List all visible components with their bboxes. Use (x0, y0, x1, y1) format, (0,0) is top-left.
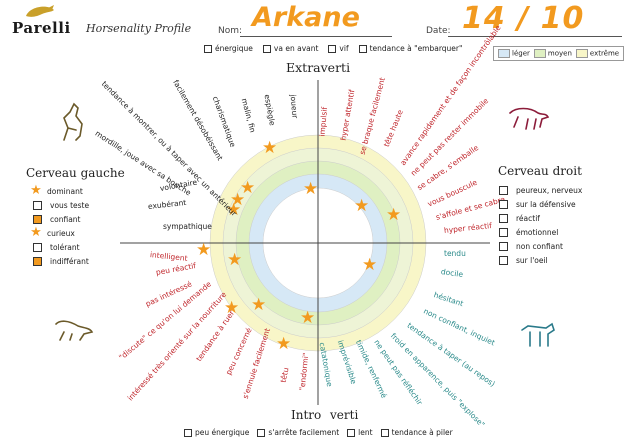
date-value: 14 / 10 (462, 1, 585, 36)
checkbox-icon (499, 227, 508, 237)
check-energique[interactable]: énergique (204, 44, 253, 53)
bottom-checks: peu énergique s'arrête facilement lent t… (184, 428, 453, 437)
axis-verti: verti (330, 408, 359, 422)
legend-leger: léger (498, 49, 530, 58)
nom-field[interactable] (240, 35, 392, 37)
right-item-2[interactable]: réactif (498, 211, 628, 225)
legend-extreme: extrême (575, 49, 619, 58)
date-label: Date: (426, 26, 451, 36)
right-brain-panel: Cerveau droit peureux, nerveux sur la dé… (498, 164, 628, 267)
mark-star[interactable]: ★ (240, 178, 256, 198)
left-item-vous-teste[interactable]: vous teste (30, 198, 148, 212)
star-icon: ★ (30, 183, 42, 198)
checkbox-icon (499, 213, 508, 223)
mark-star[interactable]: ★ (196, 240, 212, 260)
mark-star[interactable]: ★ (386, 205, 402, 225)
left-item-curieux[interactable]: ★ curieux (30, 225, 75, 240)
right-item-5[interactable]: sur l'oeil (498, 253, 628, 267)
horse-top-left-icon (63, 102, 83, 141)
right-item-1[interactable]: sur la défensive (498, 197, 628, 211)
page-subtitle: Horsenality Profile (86, 22, 192, 35)
legend-swatch-extreme (575, 49, 588, 58)
legend-moyen: moyen (533, 49, 572, 58)
star-icon: ★ (30, 225, 42, 240)
checkbox-icon (33, 200, 42, 210)
nom-value: Arkane (252, 2, 360, 33)
mark-star[interactable]: ★ (224, 298, 240, 318)
trait-label: tendu (444, 249, 466, 258)
mark-star[interactable]: ★ (230, 190, 246, 210)
mark-star[interactable]: ★ (227, 250, 243, 270)
horse-logo-icon (26, 5, 54, 17)
logo-text: Parelli (12, 19, 71, 37)
mark-star[interactable]: ★ (354, 196, 370, 216)
check-embarquer[interactable]: tendance à "embarquer" (358, 44, 462, 53)
left-brain-panel: Cerveau gauche ★ dominant vous teste conf… (26, 166, 148, 268)
checkbox-icon (499, 255, 508, 265)
legend-swatch-leger (498, 49, 510, 58)
right-brain-title: Cerveau droit (498, 164, 582, 178)
nom-label: Nom: (218, 26, 243, 36)
right-item-3[interactable]: émotionnel (498, 225, 628, 239)
left-item-dominant[interactable]: ★ dominant (30, 183, 83, 198)
trait-label: hésitant (432, 290, 465, 309)
left-item-tolerant[interactable]: tolérant (30, 240, 148, 254)
trait-label: docile (440, 267, 464, 280)
check-peu-energique[interactable]: peu énergique (184, 428, 249, 437)
check-va-en-avant[interactable]: va en avant (262, 44, 318, 53)
checkbox-icon (33, 242, 42, 252)
logo: Parelli (8, 2, 71, 37)
mark-star[interactable]: ★ (226, 200, 242, 220)
right-item-0[interactable]: peureux, nerveux (498, 183, 628, 197)
mark-star[interactable]: ★ (303, 179, 319, 199)
left-item-confiant[interactable]: confiant (30, 212, 148, 226)
right-item-4[interactable]: non confiant (498, 239, 628, 253)
left-item-indifferant[interactable]: indifférant (30, 254, 148, 268)
axis-intro: Intro (291, 408, 322, 422)
date-field[interactable] (448, 35, 622, 37)
checkbox-checked-icon (33, 214, 42, 224)
mark-star[interactable]: ★ (362, 255, 378, 275)
checkbox-icon (499, 241, 508, 251)
horse-top-right-icon (509, 107, 550, 130)
left-brain-title: Cerveau gauche (26, 166, 125, 180)
checkbox-icon (499, 199, 508, 209)
legend-swatch-moyen (533, 49, 546, 58)
horse-bottom-right-icon (521, 322, 555, 347)
checkbox-checked-icon (33, 256, 42, 266)
trait-label: sympathique (163, 222, 212, 231)
check-s-arrete[interactable]: s'arrête facilement (257, 428, 339, 437)
check-vif[interactable]: vif (328, 44, 349, 53)
horse-bottom-left-icon (55, 320, 94, 341)
checkbox-icon (499, 185, 508, 195)
mark-star[interactable]: ★ (251, 295, 267, 315)
check-piler[interactable]: tendance à piler (380, 428, 453, 437)
check-lent[interactable]: lent (347, 428, 373, 437)
mark-star[interactable]: ★ (262, 138, 278, 158)
top-checks: énergique va en avant vif tendance à "em… (204, 44, 462, 53)
mark-star[interactable]: ★ (276, 334, 292, 354)
axis-extraverti: Extraverti (286, 60, 351, 75)
trait-label: catatonique (317, 341, 335, 388)
intensity-legend: léger moyen extrême (493, 46, 625, 61)
mark-star[interactable]: ★ (300, 308, 316, 328)
